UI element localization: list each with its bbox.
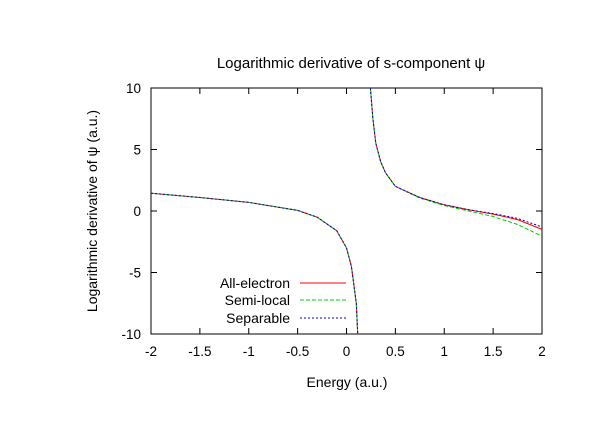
x-tick-label: 1.5 (484, 344, 503, 359)
chart-title: Logarithmic derivative of s-component ψ (217, 55, 485, 72)
y-tick-label: 10 (126, 81, 141, 96)
plot-area (150, 87, 543, 335)
legend-label: Semi-local (225, 292, 290, 308)
x-tick-label: 1 (440, 344, 448, 359)
y-tick-label: -5 (129, 266, 141, 281)
series-separable (150, 87, 543, 335)
legend-label: All-electron (220, 275, 290, 291)
y-tick-label: 5 (133, 143, 141, 158)
x-axis-label: Energy (a.u.) (307, 374, 388, 390)
series-layer (150, 87, 543, 335)
series-line (150, 192, 359, 335)
x-tick-label: -2 (145, 344, 157, 359)
plot-frame (150, 87, 543, 335)
legend-label: Separable (226, 310, 290, 326)
x-tick-label: 2 (538, 344, 546, 359)
y-axis-label: Logarithmic derivative of ψ (a.u.) (84, 110, 100, 312)
x-tick-label: -1.5 (188, 344, 211, 359)
ticks-layer: -2 -1.5 -1 -0.5 0 0.5 1 1.5 2 10 5 0 -5 -10 (121, 81, 545, 359)
series-semi-local (150, 87, 543, 335)
series-line (369, 87, 543, 228)
x-tick-label: 0.5 (386, 344, 405, 359)
x-tick-label: 0 (343, 344, 351, 359)
x-tick-label: -0.5 (286, 344, 309, 359)
y-tick-label: -10 (121, 327, 141, 342)
series-all-electron (150, 87, 543, 335)
x-tick-label: -1 (243, 344, 255, 359)
series-line (369, 87, 543, 237)
y-tick-label: 0 (133, 204, 141, 219)
